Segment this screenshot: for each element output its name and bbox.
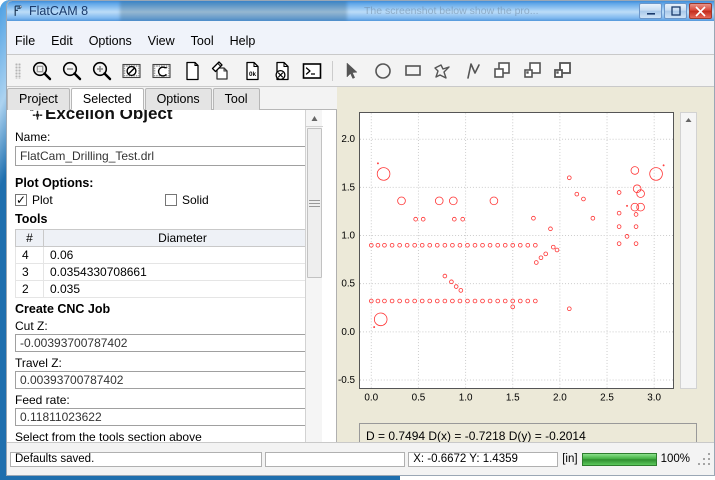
svg-text:1.5: 1.5 xyxy=(341,182,355,193)
svg-text:1.0: 1.0 xyxy=(341,231,355,242)
svg-text:1.0: 1.0 xyxy=(459,393,473,404)
svg-text:2.0: 2.0 xyxy=(341,134,355,145)
svg-text:0.5: 0.5 xyxy=(341,279,355,290)
svg-text:0.5: 0.5 xyxy=(412,393,426,404)
svg-text:0.0: 0.0 xyxy=(364,393,378,404)
svg-text:2.0: 2.0 xyxy=(553,393,567,404)
svg-text:0k: 0k xyxy=(249,71,257,78)
svg-text:-0.5: -0.5 xyxy=(338,375,356,386)
svg-text:1.5: 1.5 xyxy=(506,393,520,404)
svg-text:0.0: 0.0 xyxy=(341,327,355,338)
svg-text:2.5: 2.5 xyxy=(600,393,614,404)
svg-text:3.0: 3.0 xyxy=(647,393,661,404)
